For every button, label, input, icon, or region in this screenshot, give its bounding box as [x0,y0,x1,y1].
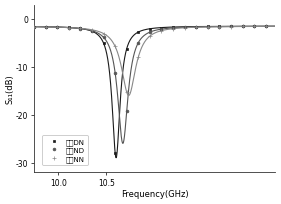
模式ND [90,30,94,33]
模式ND [137,42,140,45]
Legend: 模式DN, 模式ND, 模式NN: 模式DN, 模式ND, 模式NN [42,135,88,165]
模式ND [114,72,117,75]
模式NN [137,57,140,59]
模式DN [32,26,36,29]
模式NN [171,28,175,31]
模式NN [67,27,71,30]
模式ND [148,32,151,34]
模式NN [32,26,36,29]
模式NN [241,26,244,29]
模式DN [229,26,233,28]
模式NN [44,27,47,29]
模式NN [55,27,59,29]
模式NN [90,29,94,32]
模式ND [171,28,175,30]
模式DN [79,28,82,31]
模式DN [90,31,94,33]
模式DN [160,27,163,30]
模式DN [241,26,244,28]
模式ND [44,27,47,29]
模式ND [218,26,221,29]
模式DN [114,152,117,154]
模式ND [253,26,256,28]
模式ND [183,27,186,29]
模式DN [194,26,198,29]
模式NN [114,46,117,48]
模式NN [125,92,128,94]
模式NN [79,28,82,30]
模式DN [125,48,128,51]
模式ND [160,29,163,31]
X-axis label: Frequency(GHz): Frequency(GHz) [121,190,189,198]
模式DN [137,32,140,34]
模式ND [229,26,233,29]
Line: 模式ND: 模式ND [33,26,267,113]
模式ND [67,27,71,30]
模式DN [148,28,151,31]
模式ND [125,110,128,113]
Y-axis label: S₁₁(dB): S₁₁(dB) [6,74,15,104]
模式NN [218,26,221,29]
模式ND [206,26,210,29]
模式NN [148,36,151,38]
模式DN [67,27,71,30]
模式DN [253,26,256,28]
Line: 模式NN: 模式NN [32,26,268,94]
模式ND [55,27,59,29]
模式DN [206,26,210,29]
模式NN [253,26,256,29]
模式DN [44,26,47,29]
模式NN [206,27,210,29]
模式ND [194,27,198,29]
模式NN [194,27,198,29]
模式DN [218,26,221,29]
模式NN [102,33,105,35]
模式ND [32,26,36,29]
模式NN [264,26,268,29]
模式DN [102,43,105,45]
模式ND [241,26,244,29]
模式NN [160,30,163,33]
模式DN [55,27,59,29]
模式ND [79,28,82,31]
模式ND [102,37,105,39]
模式DN [264,26,268,28]
模式DN [183,26,186,29]
模式ND [264,26,268,28]
模式NN [183,27,186,30]
模式DN [171,27,175,29]
Line: 模式DN: 模式DN [33,26,267,154]
模式NN [229,26,233,29]
